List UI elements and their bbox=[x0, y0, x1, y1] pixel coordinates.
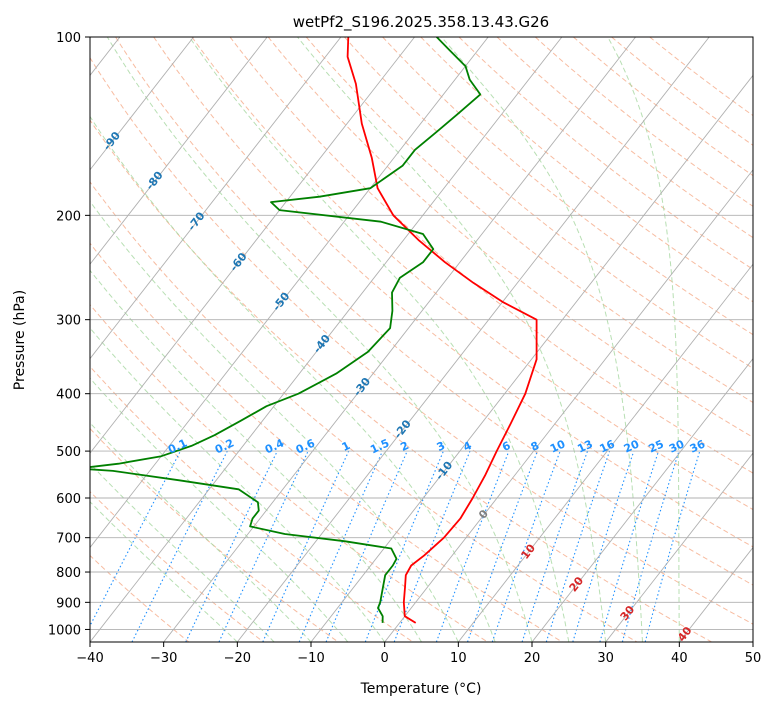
mixing-ratio-line bbox=[521, 450, 589, 642]
moist-adiabat-line bbox=[297, 37, 607, 642]
x-tick-label: 10 bbox=[450, 651, 467, 666]
dry-adiabat-line bbox=[90, 181, 638, 642]
x-tick-label: 30 bbox=[597, 651, 614, 666]
x-tick-label: 20 bbox=[524, 651, 541, 666]
plot-frame bbox=[89, 36, 754, 643]
y-tick-label: 600 bbox=[56, 492, 81, 507]
isotherm-line bbox=[90, 37, 342, 360]
moist-adiabat-line bbox=[188, 37, 570, 642]
mixing-ratio-label: 13 bbox=[575, 437, 594, 455]
mixing-ratio-label: 36 bbox=[688, 437, 708, 455]
isotherm-line bbox=[163, 37, 636, 642]
x-tick-label: −20 bbox=[224, 651, 251, 666]
moist-adiabat-line bbox=[90, 501, 238, 642]
dry-adiabat-line bbox=[496, 37, 753, 239]
moist-adiabat-line bbox=[90, 269, 422, 642]
moist-adiabats bbox=[90, 37, 680, 642]
mixing-ratio-label: 25 bbox=[647, 437, 666, 455]
dry-adiabat-line bbox=[90, 242, 563, 642]
mixing-ratio-line bbox=[572, 450, 635, 642]
moist-adiabat-line bbox=[90, 200, 459, 642]
x-tick-label: −10 bbox=[297, 651, 324, 666]
mixing-ratio-label: 30 bbox=[667, 437, 687, 455]
mixing-ratio-label: 16 bbox=[598, 437, 618, 455]
dry-adiabat-line bbox=[90, 365, 414, 642]
isotherm-line bbox=[457, 263, 753, 642]
dry-adiabat-line bbox=[573, 37, 753, 177]
mixing-ratio-line bbox=[599, 450, 660, 642]
x-axis: −40 −30 −20 −10 0 10 20 30 40 50 bbox=[76, 642, 761, 666]
y-tick-label: 700 bbox=[56, 532, 81, 547]
dry-adiabat-line bbox=[382, 37, 753, 336]
dry-adiabat-line bbox=[267, 37, 753, 438]
sounding-series bbox=[90, 37, 538, 624]
moist-adiabat-line bbox=[441, 37, 643, 642]
dry-adiabat-line bbox=[115, 37, 753, 586]
y-tick-label: 200 bbox=[56, 209, 81, 224]
dry-adiabat-line bbox=[420, 37, 753, 303]
dewpoint-line bbox=[90, 37, 482, 623]
mixing-ratio-line bbox=[325, 450, 408, 642]
dry-adiabat-line bbox=[90, 119, 712, 642]
mixing-ratio-line bbox=[298, 450, 384, 642]
dry-adiabat-line bbox=[90, 427, 339, 642]
isotherm-line bbox=[90, 37, 489, 549]
mixing-ratio-line bbox=[491, 450, 561, 642]
y-tick-label: 100 bbox=[56, 31, 81, 46]
y-axis-title: Pressure (hPa) bbox=[12, 290, 28, 390]
isotherm-line bbox=[310, 74, 753, 642]
isotherm-line bbox=[90, 37, 415, 454]
isotherm-line bbox=[90, 37, 563, 642]
dry-adiabat-line bbox=[90, 303, 488, 642]
mixing-ratio-line bbox=[435, 450, 510, 642]
mixing-ratio-line bbox=[364, 450, 444, 642]
y-tick-label: 300 bbox=[56, 314, 81, 329]
mixing-ratio-line bbox=[262, 450, 350, 642]
moist-adiabat-line bbox=[607, 37, 680, 642]
x-tick-label: −30 bbox=[150, 651, 177, 666]
plot-area: 0.10.20.40.611.52346810131620253036-100-… bbox=[90, 37, 753, 642]
x-tick-label: 50 bbox=[745, 651, 762, 666]
isotherm-grid bbox=[90, 37, 753, 642]
y-tick-label: 800 bbox=[56, 566, 81, 581]
moist-adiabat-line bbox=[90, 462, 275, 642]
isotherm-line bbox=[384, 169, 753, 642]
isotherm-line bbox=[90, 37, 194, 171]
isotherm-line bbox=[531, 357, 753, 642]
x-tick-label: −40 bbox=[76, 651, 103, 666]
isotherm-line bbox=[236, 37, 710, 642]
mixing-ratio-line bbox=[621, 450, 680, 642]
x-axis-title: Temperature (°C) bbox=[360, 681, 482, 697]
moist-adiabat-line bbox=[106, 37, 533, 642]
dry-adiabat-line bbox=[90, 56, 753, 625]
isotherm-line bbox=[90, 37, 268, 265]
y-axis: 100 200 300 400 500 600 700 800 900 1000 bbox=[48, 31, 90, 638]
x-tick-label: 0 bbox=[381, 651, 389, 666]
dry-adiabat-line bbox=[229, 37, 753, 474]
isotherm-line bbox=[605, 452, 753, 642]
mixing-ratio-line bbox=[466, 450, 538, 642]
y-tick-label: 500 bbox=[56, 445, 81, 460]
mixing-ratio-label: 20 bbox=[622, 437, 642, 455]
dry-adiabat-line bbox=[305, 37, 753, 404]
temperature-line bbox=[346, 37, 538, 624]
x-tick-label: 40 bbox=[671, 651, 688, 666]
moist-adiabat-line bbox=[90, 115, 496, 642]
y-tick-label: 400 bbox=[56, 388, 81, 403]
mixing-ratio-label: 10 bbox=[548, 437, 568, 455]
dry-adiabat-line bbox=[153, 37, 753, 548]
pressure-grid bbox=[90, 37, 753, 630]
dry-adiabat-line bbox=[191, 37, 753, 511]
moist-adiabat-line bbox=[90, 327, 386, 642]
y-tick-label: 1000 bbox=[48, 623, 81, 638]
dry-adiabat-line bbox=[344, 37, 753, 369]
mixing-ratio-line bbox=[545, 450, 611, 642]
dry-adiabats bbox=[90, 37, 753, 642]
dry-adiabat-line bbox=[90, 490, 264, 642]
y-tick-label: 900 bbox=[56, 596, 81, 611]
chart-title: wetPf2_S196.2025.358.13.43.G26 bbox=[293, 13, 549, 32]
